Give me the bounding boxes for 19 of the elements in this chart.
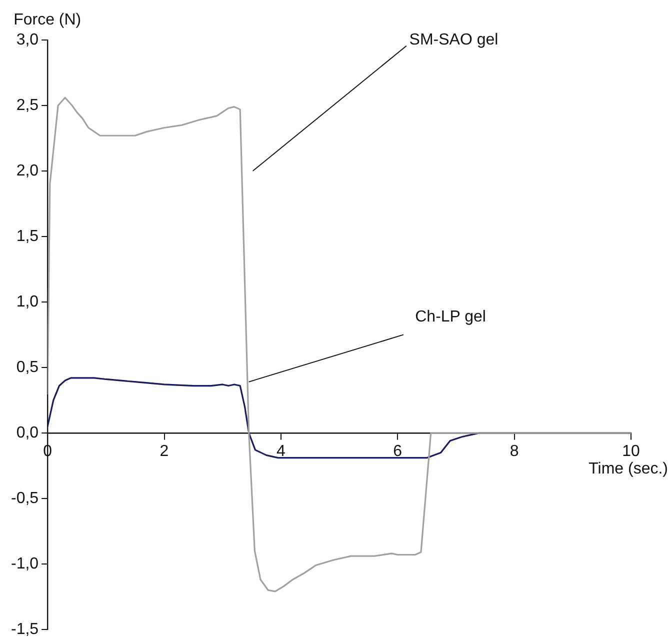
x-tick-label: 6: [393, 442, 402, 460]
y-tick-label: 0,0: [16, 424, 39, 442]
y-tick-label: 0,5: [16, 358, 39, 376]
y-tick-label: -1,5: [10, 620, 39, 638]
y-tick-label: 2,0: [16, 162, 39, 180]
y-axis-title: Force (N): [14, 11, 82, 28]
x-tick-label: 2: [160, 442, 169, 460]
x-tick-label: 4: [276, 442, 286, 460]
x-tick-label: 8: [510, 442, 519, 460]
y-tick-label: 1,0: [16, 293, 39, 310]
text: SM-SAO gel: [409, 31, 498, 48]
y-tick-label: 3,0: [16, 31, 39, 48]
y-tick-label: -1,0: [10, 555, 39, 572]
y-tick-label: 2,5: [16, 96, 39, 114]
y-tick-label: -0,5: [10, 490, 39, 507]
text: Ch-LP gel: [415, 308, 486, 326]
y-tick-label: 1,5: [16, 228, 39, 245]
x-axis-title: Time (sec.): [588, 460, 668, 478]
x-tick-label: 10: [622, 442, 640, 460]
